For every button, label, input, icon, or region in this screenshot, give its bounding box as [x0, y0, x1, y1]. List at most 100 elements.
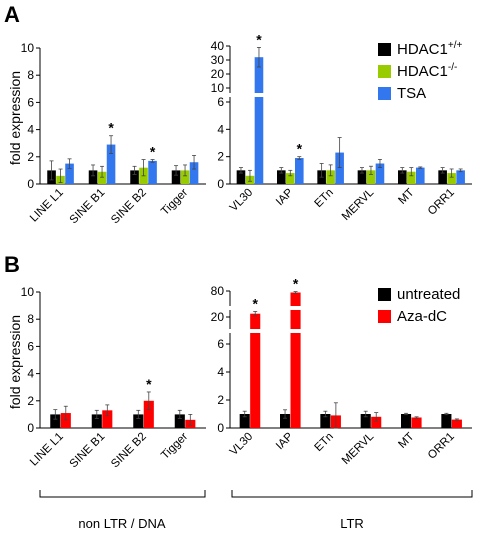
bar: [335, 152, 344, 184]
bar: [50, 414, 61, 428]
y-tick-label: 80: [211, 284, 225, 298]
bar: [456, 170, 465, 184]
legend-swatch: [378, 65, 391, 78]
bar: [326, 170, 335, 184]
bar: [91, 414, 102, 428]
bar: [65, 163, 74, 184]
y-tick-label: 8: [27, 312, 34, 326]
y-tick-label: 10: [211, 81, 225, 95]
bar: [254, 57, 264, 185]
y-tick-label: 0: [27, 177, 34, 191]
y-axis-label-b: fold expression: [7, 315, 23, 409]
bar: [290, 292, 301, 428]
bar: [438, 170, 447, 184]
x-tick-label: IAP: [274, 186, 296, 208]
x-tick-label: SINE B2: [109, 187, 149, 227]
bar: [97, 171, 107, 184]
y-axis-label-a: fold expression: [7, 71, 23, 165]
x-tick-label: ORR1: [426, 431, 457, 462]
x-tick-label: IAP: [274, 430, 296, 452]
legend-superscript: -/-: [448, 62, 457, 73]
y-tick-label: 6: [27, 339, 34, 353]
bar: [130, 170, 139, 184]
y-tick-label: 6: [217, 95, 224, 109]
legend-label: HDAC1-/-: [397, 62, 457, 80]
bar: [295, 158, 304, 184]
significance-star: *: [256, 31, 262, 47]
axis-break: [222, 306, 474, 310]
bar: [250, 313, 261, 428]
legend-b: untreated Aza-dC: [378, 286, 460, 325]
bar: [239, 414, 250, 428]
x-tick-label: ETn: [313, 431, 336, 454]
bar: [174, 414, 185, 428]
bar: [171, 170, 181, 184]
x-tick-label: ETn: [313, 187, 336, 210]
x-tick-label: MERVL: [340, 430, 377, 467]
x-tick-label: MT: [396, 187, 416, 207]
legend-superscript: +/+: [448, 40, 463, 51]
legend-label: Aza-dC: [397, 308, 447, 325]
bar: [357, 170, 367, 184]
x-tick-label: VL30: [228, 187, 255, 214]
significance-star: *: [293, 276, 299, 292]
bar: [286, 173, 295, 184]
bar: [447, 173, 456, 184]
y-tick-label: 10: [21, 285, 35, 299]
axis-break: [222, 93, 474, 97]
bar: [375, 163, 385, 184]
x-tick-label: LINE L1: [28, 431, 66, 469]
group-brackets: non LTR / DNA LTR: [39, 490, 473, 531]
legend-swatch: [378, 310, 391, 323]
x-tick-label: ORR1: [426, 187, 457, 218]
bar: [320, 414, 331, 428]
bar: [407, 171, 416, 184]
y-tick-label: 2: [217, 393, 224, 407]
significance-star: *: [297, 141, 303, 157]
y-tick-label: 4: [217, 365, 224, 379]
bar: [371, 416, 382, 428]
significance-star: *: [252, 296, 258, 312]
panel-b-letter: B: [4, 252, 20, 277]
legend-label: HDAC1+/+: [397, 40, 462, 58]
y-tick-label: 10: [21, 41, 35, 55]
bar: [366, 170, 376, 184]
bar: [102, 410, 113, 428]
y-tick-label: 0: [217, 177, 224, 191]
panel-a-letter: A: [4, 2, 20, 27]
bar: [277, 170, 286, 184]
bar: [451, 419, 462, 428]
bar: [360, 414, 371, 428]
group-label-ltr: LTR: [340, 516, 364, 531]
x-tick-label: SINE B2: [109, 431, 149, 471]
y-tick-label: 4: [27, 367, 34, 381]
y-tick-label: 2: [217, 150, 224, 164]
bar: [416, 167, 425, 184]
y-tick-label: 0: [217, 421, 224, 435]
y-tick-label: 2: [27, 150, 34, 164]
bar: [60, 413, 71, 428]
x-tick-label: Tigger: [159, 187, 190, 218]
bracket-non-ltr: [39, 490, 206, 498]
legend-label: untreated: [397, 286, 460, 303]
bar: [148, 160, 157, 184]
bar: [88, 170, 98, 184]
bar: [398, 170, 407, 184]
y-tick-label: 4: [27, 123, 34, 137]
y-tick-label: 4: [217, 122, 224, 136]
significance-star: *: [150, 144, 156, 160]
group-label-non-ltr: non LTR / DNA: [78, 516, 166, 531]
y-tick-label: 20: [211, 67, 225, 81]
x-tick-label: SINE B1: [68, 431, 108, 471]
y-tick-label: 0: [27, 421, 34, 435]
legend-a: HDAC1+/+ HDAC1-/- TSA: [378, 40, 462, 102]
legend-swatch: [378, 288, 391, 301]
bar: [280, 414, 291, 428]
bar: [441, 414, 452, 428]
y-tick-label: 20: [211, 310, 225, 324]
bar: [133, 414, 144, 428]
y-tick-label: 2: [27, 394, 34, 408]
bar: [236, 170, 246, 184]
legend-swatch: [378, 87, 391, 100]
